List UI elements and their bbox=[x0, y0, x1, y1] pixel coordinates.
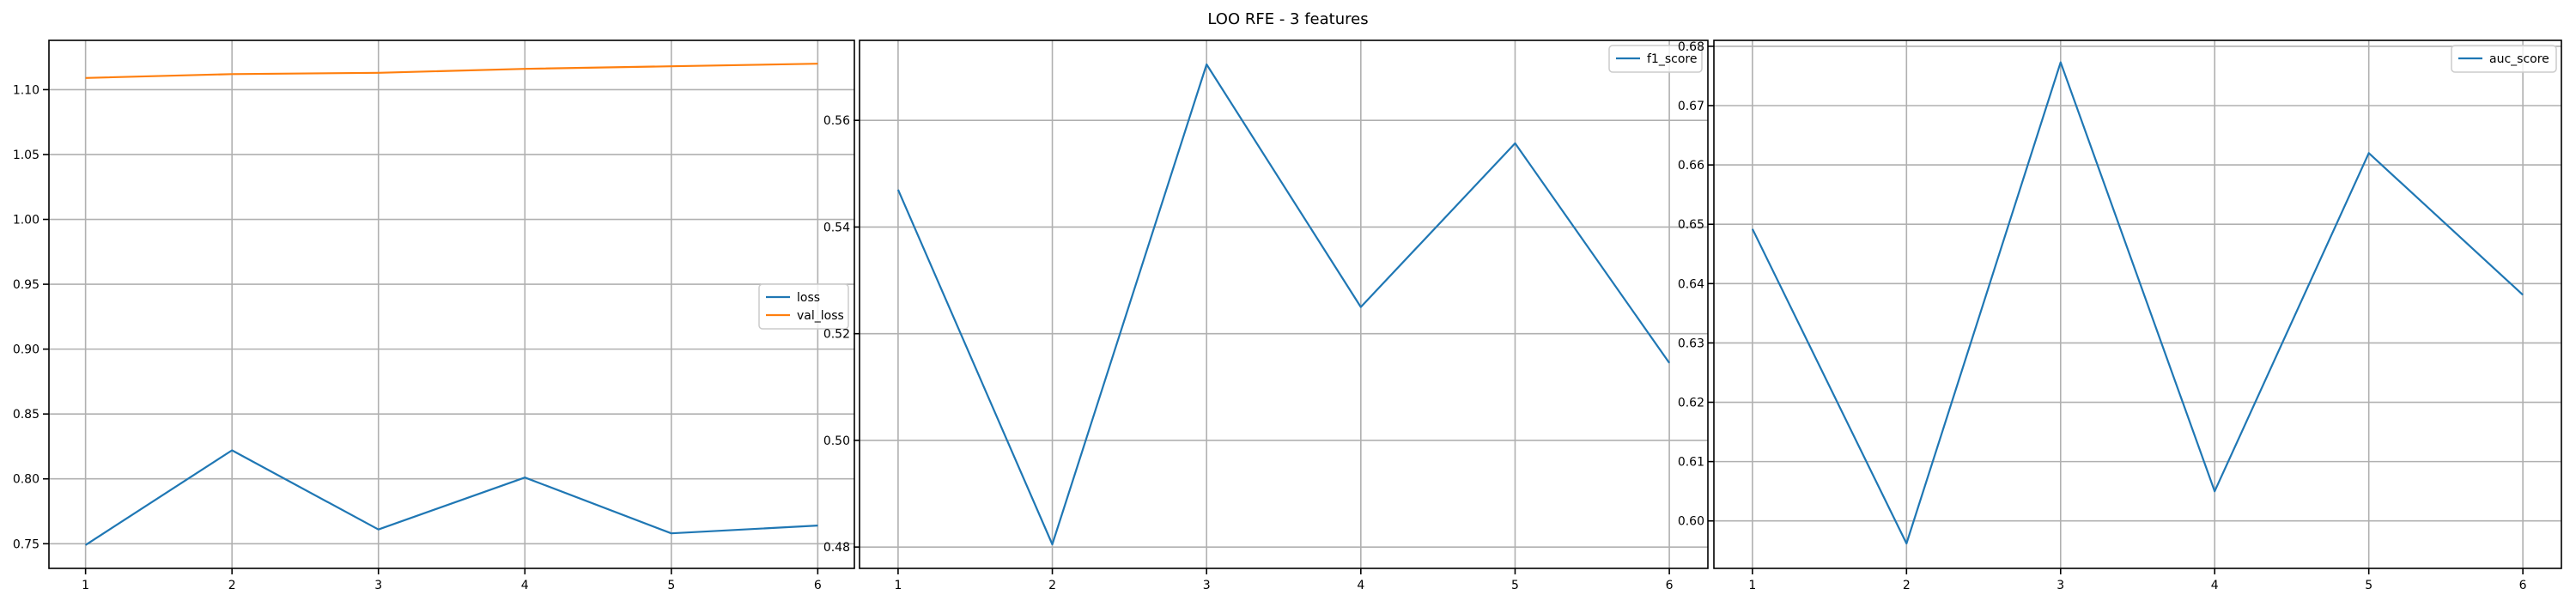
x-tick-label: 2 bbox=[1048, 579, 1056, 592]
axes-frame bbox=[1713, 39, 2562, 569]
x-tick-label: 6 bbox=[1666, 579, 1674, 592]
series-line-loss bbox=[85, 449, 818, 546]
legend-box bbox=[2451, 45, 2557, 73]
series-line-val_loss bbox=[85, 63, 818, 79]
axes-frame bbox=[859, 39, 1709, 569]
x-tick-label: 2 bbox=[228, 579, 236, 592]
x-tick-label: 2 bbox=[1903, 579, 1911, 592]
y-tick-label: 1.00 bbox=[13, 214, 39, 228]
y-tick-label: 0.63 bbox=[1678, 337, 1704, 350]
subplot-3: 1 2 3 4 5 6 0.60 0.61 0.62 0.63 0.64 0.65 0.66 0.67 0.… bbox=[1678, 39, 2562, 592]
x-tick-label: 6 bbox=[814, 579, 822, 592]
legend-label-val_loss: val_loss bbox=[797, 309, 844, 323]
legend-label-loss: loss bbox=[797, 291, 820, 305]
legend: loss val_loss bbox=[758, 283, 849, 330]
legend: f1_score bbox=[1608, 45, 1703, 73]
x-tick-label: 3 bbox=[2057, 579, 2064, 592]
y-tick-label: 0.80 bbox=[13, 473, 39, 487]
x-tick-label: 3 bbox=[374, 579, 382, 592]
y-tick-label: 0.75 bbox=[13, 537, 39, 551]
legend-box bbox=[758, 283, 849, 330]
y-tick-label: 0.67 bbox=[1678, 100, 1704, 113]
series-line-auc_score bbox=[1751, 61, 2524, 545]
y-tick-label: 0.61 bbox=[1678, 456, 1704, 470]
y-tick-label: 0.66 bbox=[1678, 159, 1704, 173]
y-tick-label: 0.90 bbox=[13, 343, 39, 357]
subplots: 1 2 3 4 5 6 0.75 0.80 0.85 0.90 0.95 1.00 1.05 1.10 lo… bbox=[13, 39, 2562, 592]
y-tick-label: 1.05 bbox=[13, 149, 39, 162]
y-tick-label: 0.48 bbox=[823, 541, 850, 555]
y-tick-label: 1.10 bbox=[13, 83, 39, 97]
y-tick-label: 0.50 bbox=[823, 434, 850, 448]
figure-title: LOO RFE - 3 features bbox=[1207, 10, 1368, 28]
x-tick-label: 1 bbox=[82, 579, 89, 592]
y-tick-label: 0.65 bbox=[1678, 218, 1704, 232]
y-tick-label: 0.68 bbox=[1678, 40, 1704, 54]
legend-box bbox=[1608, 45, 1703, 73]
subplot-1: 1 2 3 4 5 6 0.75 0.80 0.85 0.90 0.95 1.00 1.05 1.10 lo… bbox=[13, 39, 855, 592]
x-tick-label: 6 bbox=[2519, 579, 2527, 592]
x-tick-label: 4 bbox=[2211, 579, 2219, 592]
x-tick-label: 4 bbox=[1357, 579, 1364, 592]
legend-label-f1_score: f1_score bbox=[1647, 52, 1697, 66]
legend: auc_score bbox=[2451, 45, 2557, 73]
y-tick-label: 0.64 bbox=[1678, 277, 1704, 291]
y-tick-label: 0.95 bbox=[13, 278, 39, 292]
x-tick-label: 3 bbox=[1203, 579, 1211, 592]
axes-frame bbox=[48, 39, 855, 569]
y-tick-label: 0.52 bbox=[823, 328, 850, 342]
x-tick-label: 1 bbox=[1748, 579, 1756, 592]
y-tick-label: 0.60 bbox=[1678, 515, 1704, 529]
x-tick-label: 1 bbox=[894, 579, 902, 592]
x-tick-label: 5 bbox=[1511, 579, 1519, 592]
y-tick-label: 0.56 bbox=[823, 114, 850, 128]
y-tick-label: 0.62 bbox=[1678, 397, 1704, 410]
subplot-2: 1 2 3 4 5 6 0.48 0.50 0.52 0.54 0.56 f1_score bbox=[823, 39, 1709, 592]
x-tick-label: 5 bbox=[2365, 579, 2372, 592]
y-tick-label: 0.85 bbox=[13, 408, 39, 422]
y-tick-label: 0.54 bbox=[823, 221, 850, 234]
series-line-f1_score bbox=[896, 63, 1671, 546]
legend-label-auc_score: auc_score bbox=[2489, 52, 2549, 66]
x-tick-label: 5 bbox=[667, 579, 675, 592]
x-tick-label: 4 bbox=[521, 579, 529, 592]
